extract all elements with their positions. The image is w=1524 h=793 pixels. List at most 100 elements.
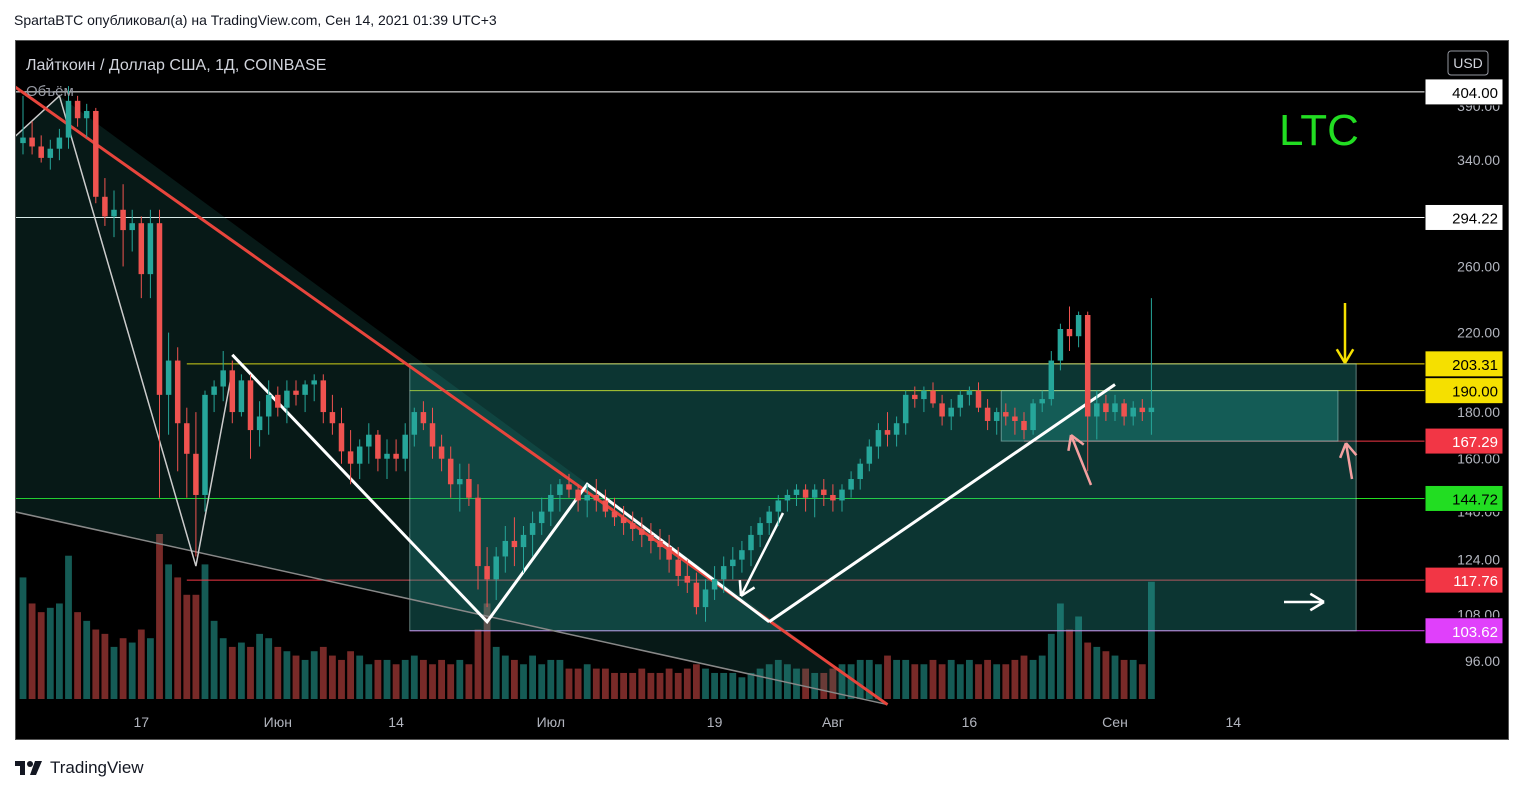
volume-bar: [856, 659, 864, 699]
volume-bar: [1057, 603, 1064, 699]
candle: [657, 540, 663, 548]
volume-bar: [592, 668, 600, 699]
volume-bar: [483, 603, 491, 699]
candle: [784, 494, 791, 501]
candle: [875, 430, 882, 447]
volume-bar: [784, 664, 791, 699]
candle: [302, 384, 308, 395]
price-label-bg: [1424, 203, 1504, 231]
volume-bar: [1075, 616, 1082, 699]
pink-arrow: [1069, 434, 1093, 486]
volume-bar: [911, 664, 919, 699]
candle: [720, 566, 727, 580]
time-tick-label: 14: [1226, 714, 1242, 730]
candle: [393, 453, 399, 459]
candle: [193, 453, 199, 495]
candle: [830, 494, 836, 501]
volume-bar: [156, 534, 163, 699]
pink-arrow-head: [1067, 434, 1073, 451]
volume-bar: [875, 664, 882, 699]
volume-bar: [429, 664, 436, 699]
volume-bar: [238, 642, 245, 699]
volume-bar: [529, 655, 536, 699]
candle: [748, 534, 754, 551]
level-labels: 404.00 294.22 203.31 190.00 167.29 144.72 117.…: [1424, 78, 1504, 645]
volume-bar: [620, 672, 627, 699]
yellow-arrow-head: [1335, 348, 1347, 364]
wedge-outline: [16, 94, 234, 567]
volume-bar: [83, 620, 91, 699]
volume-bar: [119, 638, 127, 699]
candle: [493, 556, 499, 580]
price-tick-label: 340.00: [1457, 152, 1500, 168]
volume-bar: [583, 664, 591, 699]
volume-bar: [747, 672, 755, 699]
candle: [611, 511, 618, 518]
volume-bar: [1138, 664, 1146, 699]
candle: [684, 575, 691, 583]
candle: [548, 494, 554, 512]
candle: [1094, 403, 1100, 417]
volume-bar: [1120, 659, 1128, 699]
volume-bar: [574, 668, 582, 699]
currency-badge[interactable]: USD: [1447, 50, 1489, 76]
volume-bars: [19, 534, 1155, 699]
candle: [347, 451, 354, 464]
volume-bar: [465, 664, 473, 699]
time-axis: 17 Июн 14 Июл 19 Авг 16 Сен 14: [134, 714, 1242, 730]
volume-bar: [756, 668, 764, 699]
candle: [557, 484, 563, 495]
price-label: 190.00: [1424, 377, 1504, 405]
candle: [948, 407, 954, 417]
candle: [366, 434, 372, 447]
volume-bar: [1129, 659, 1137, 699]
candle: [56, 137, 63, 149]
volume-bar: [611, 672, 618, 699]
price-tick-label: 96.00: [1465, 653, 1500, 669]
candle: [648, 534, 654, 541]
volume-bar: [28, 603, 36, 699]
price-label: 103.62: [1424, 617, 1504, 645]
candle: [120, 209, 126, 231]
volume-bar: [420, 659, 427, 699]
candle: [538, 511, 545, 524]
footer-brand: TradingView: [50, 758, 144, 777]
volume-bar: [210, 620, 218, 699]
candle: [420, 412, 427, 424]
candle: [447, 458, 454, 485]
consolidation-box: [1000, 390, 1339, 442]
volume-bar: [920, 664, 928, 699]
candle: [211, 386, 217, 395]
candle: [1066, 329, 1073, 337]
candle: [902, 394, 909, 424]
price-label-bg: [1424, 484, 1504, 512]
candle: [629, 523, 636, 529]
time-tick-label: 14: [388, 714, 404, 730]
candle: [129, 223, 135, 231]
price-chart[interactable]: 96.00108.00124.00140.00160.00180.00220.0…: [16, 41, 1508, 739]
candle: [711, 579, 718, 590]
white-arrow-head: [1309, 592, 1325, 604]
candle: [1012, 416, 1018, 421]
candle: [138, 223, 145, 275]
tradingview-logo-icon: [15, 761, 42, 775]
candle: [165, 360, 172, 395]
price-label-bg: [1424, 617, 1504, 645]
volume-bar: [338, 659, 345, 699]
volume-bar: [447, 664, 455, 699]
candle: [757, 523, 763, 535]
candle: [957, 394, 964, 408]
volume-bar: [902, 659, 910, 699]
volume-bar: [702, 668, 709, 699]
price-tick-label: 160.00: [1457, 451, 1500, 467]
volume-bar: [319, 646, 327, 699]
candle: [156, 223, 163, 395]
price-label: 117.76: [1424, 566, 1504, 594]
volume-bar: [174, 577, 182, 699]
candle: [775, 500, 782, 512]
volume-bar: [56, 603, 63, 699]
chart-frame[interactable]: 96.00108.00124.00140.00160.00180.00220.0…: [15, 40, 1509, 740]
symbol-title: Лайткоин / Доллар США, 1Д, COINBASE: [26, 57, 326, 74]
candle: [74, 100, 81, 119]
volume-bar: [165, 564, 172, 699]
